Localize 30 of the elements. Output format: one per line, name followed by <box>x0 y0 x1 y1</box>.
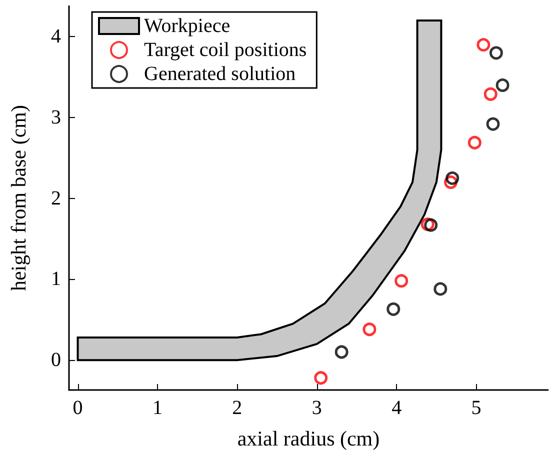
x-tick-label: 1 <box>152 397 162 419</box>
point <box>424 218 438 232</box>
y-tick-label: 0 <box>51 349 61 372</box>
point <box>496 78 510 92</box>
point <box>486 117 500 131</box>
x-tick-label: 4 <box>392 397 402 419</box>
x-axis-title: axial radius (cm) <box>237 426 380 450</box>
x-tick-label: 3 <box>312 397 322 419</box>
y-axis-title: height from base (cm) <box>6 104 30 292</box>
y-tick-label: 1 <box>51 268 61 290</box>
point <box>489 46 503 60</box>
y-tick-label: 2 <box>51 187 61 210</box>
point <box>362 322 376 336</box>
point <box>314 371 328 385</box>
point <box>434 282 448 296</box>
point <box>476 38 490 52</box>
x-tick-label: 5 <box>471 397 482 419</box>
x-tick-label: 0 <box>72 397 83 419</box>
y-tick-label: 3 <box>51 106 61 129</box>
point <box>468 136 482 150</box>
x-tick-label: 2 <box>232 397 242 419</box>
point <box>386 302 400 316</box>
y-tick-label: 4 <box>51 26 61 48</box>
legend-label: Workpiece <box>144 15 230 37</box>
point <box>446 171 460 185</box>
point <box>334 345 348 359</box>
legend-label: Target coil positions <box>144 39 307 61</box>
point <box>394 274 408 288</box>
point <box>484 87 498 101</box>
legend-label: Generated solution <box>144 63 296 85</box>
